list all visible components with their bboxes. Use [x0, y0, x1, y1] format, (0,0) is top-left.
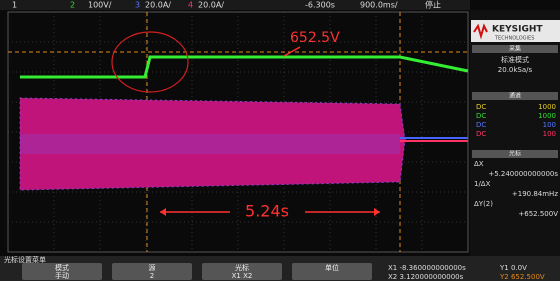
voltage-annotation: 652.5V: [290, 30, 340, 46]
ch2-scale: 100V/: [88, 1, 112, 10]
channel-impedance: 1000: [538, 112, 556, 120]
scope-display: 1 2 100V/ 3 20.0A/ 4 20.0A/ -6.300s 900.…: [0, 0, 560, 281]
softkey-value: 手动: [55, 271, 69, 280]
softkey-label: 模式: [55, 263, 69, 272]
section-title: 光标: [509, 150, 521, 158]
duration-annotation: 5.24s: [245, 202, 289, 221]
softkey-label: 单位: [325, 263, 339, 272]
cursor-value: +5.240000000000s: [488, 170, 558, 178]
timebase: 900.0ms/: [360, 1, 398, 10]
ch3-label: 3: [135, 1, 140, 10]
section-title: 采集: [509, 45, 521, 53]
arrow-head: [160, 208, 166, 216]
acq-mode: 标准模式: [501, 55, 529, 64]
channel-impedance: 1000: [538, 103, 556, 111]
channel-coupling: DC: [476, 103, 486, 111]
brand: KEYSIGHT: [492, 25, 543, 35]
readout-x2: X2 3.120000000000s: [388, 273, 464, 281]
channel-coupling: DC: [476, 130, 486, 138]
cursor-value: +652.500V: [518, 210, 558, 218]
channel-impedance: 100: [543, 121, 556, 129]
scope-screen: 1 2 100V/ 3 20.0A/ 4 20.0A/ -6.300s 900.…: [0, 0, 560, 281]
channel-coupling: DC: [476, 112, 486, 120]
voltage-trace: [20, 57, 468, 77]
brand-sub: TECHNOLOGIES: [494, 36, 534, 42]
readout-y2: Y2 652.500V: [499, 273, 545, 281]
ch1-label: 1: [12, 1, 17, 10]
ch2-label: 2: [70, 1, 75, 10]
channel-impedance: 100: [543, 130, 556, 138]
arrow-head: [374, 208, 380, 216]
channel-coupling: DC: [476, 121, 486, 129]
ch4-label: 4: [188, 1, 193, 10]
softkey-value: X1 X2: [232, 272, 253, 280]
cursor-value: +190.84mHz: [512, 190, 558, 198]
ch3-scale: 20.0A/: [145, 1, 171, 10]
menu-title: 光标设置菜单: [4, 255, 46, 264]
softkey-value: 2: [150, 272, 154, 280]
cursor-label: ΔX: [474, 160, 484, 168]
readout-x1: X1 -8.360000000000s: [388, 264, 466, 272]
cursor-label: 1/ΔX: [474, 180, 491, 188]
softkey-label: 光标: [235, 263, 249, 272]
delay: -6.300s: [305, 1, 335, 10]
run-state: 停止: [425, 0, 441, 10]
acq-rate: 20.0kSa/s: [498, 66, 533, 74]
section-title: 通道: [509, 92, 521, 100]
softkey-label: 源: [149, 263, 156, 272]
readout-y1: Y1 0.0V: [499, 264, 527, 272]
cursor-label: ΔY(2): [474, 200, 493, 208]
ch4-scale: 20.0A/: [198, 1, 224, 10]
